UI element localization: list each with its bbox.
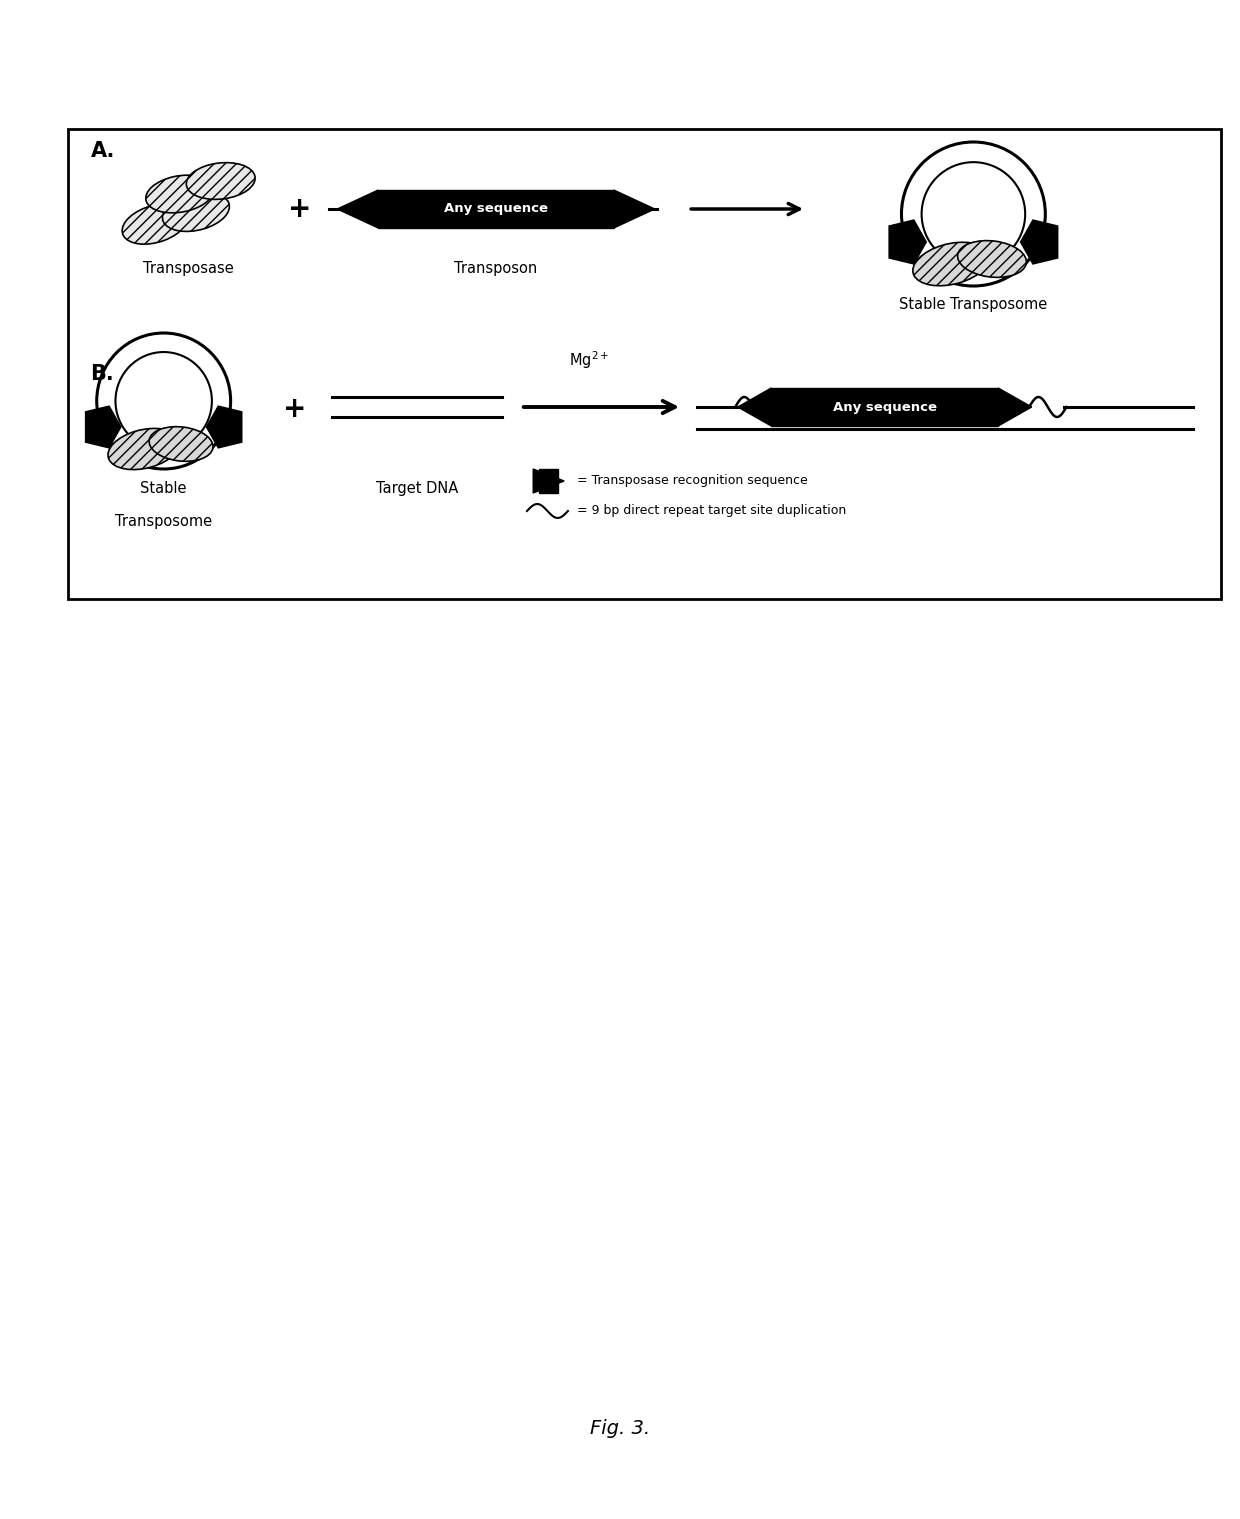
Text: = Transposase recognition sequence: = Transposase recognition sequence: [577, 474, 807, 488]
Text: B.: B.: [91, 365, 114, 384]
Ellipse shape: [957, 240, 1027, 278]
Text: Stable Transposome: Stable Transposome: [899, 298, 1048, 311]
Polygon shape: [206, 406, 242, 448]
Polygon shape: [614, 190, 655, 228]
Text: Transposome: Transposome: [115, 513, 212, 529]
Text: Transposase: Transposase: [143, 261, 234, 276]
Ellipse shape: [123, 204, 187, 245]
Text: Transposon: Transposon: [454, 261, 538, 276]
Polygon shape: [86, 406, 122, 448]
Ellipse shape: [186, 163, 255, 199]
Text: Any sequence: Any sequence: [833, 401, 936, 413]
Polygon shape: [337, 190, 378, 228]
Ellipse shape: [97, 333, 231, 469]
Ellipse shape: [162, 193, 229, 231]
Bar: [539, 469, 558, 494]
Polygon shape: [998, 387, 1032, 425]
Text: Fig. 3.: Fig. 3.: [590, 1419, 650, 1438]
Polygon shape: [889, 220, 926, 264]
Bar: [68, 129, 1221, 598]
Ellipse shape: [146, 175, 213, 213]
Ellipse shape: [149, 427, 213, 462]
Bar: [771, 387, 998, 425]
Text: Mg$^{2+}$: Mg$^{2+}$: [569, 349, 609, 371]
Ellipse shape: [901, 141, 1045, 286]
Ellipse shape: [921, 163, 1025, 266]
Text: A.: A.: [91, 141, 115, 161]
Polygon shape: [1021, 220, 1058, 264]
Polygon shape: [738, 387, 771, 425]
Text: = 9 bp direct repeat target site duplication: = 9 bp direct repeat target site duplica…: [577, 504, 846, 518]
Text: Any sequence: Any sequence: [444, 202, 548, 216]
Text: +: +: [289, 194, 311, 223]
Text: Target DNA: Target DNA: [376, 482, 459, 497]
Ellipse shape: [108, 428, 180, 469]
Bar: [378, 190, 614, 228]
Text: +: +: [284, 395, 306, 422]
Ellipse shape: [115, 352, 212, 450]
Polygon shape: [533, 469, 564, 494]
Ellipse shape: [913, 242, 990, 286]
Text: Stable: Stable: [140, 482, 187, 497]
